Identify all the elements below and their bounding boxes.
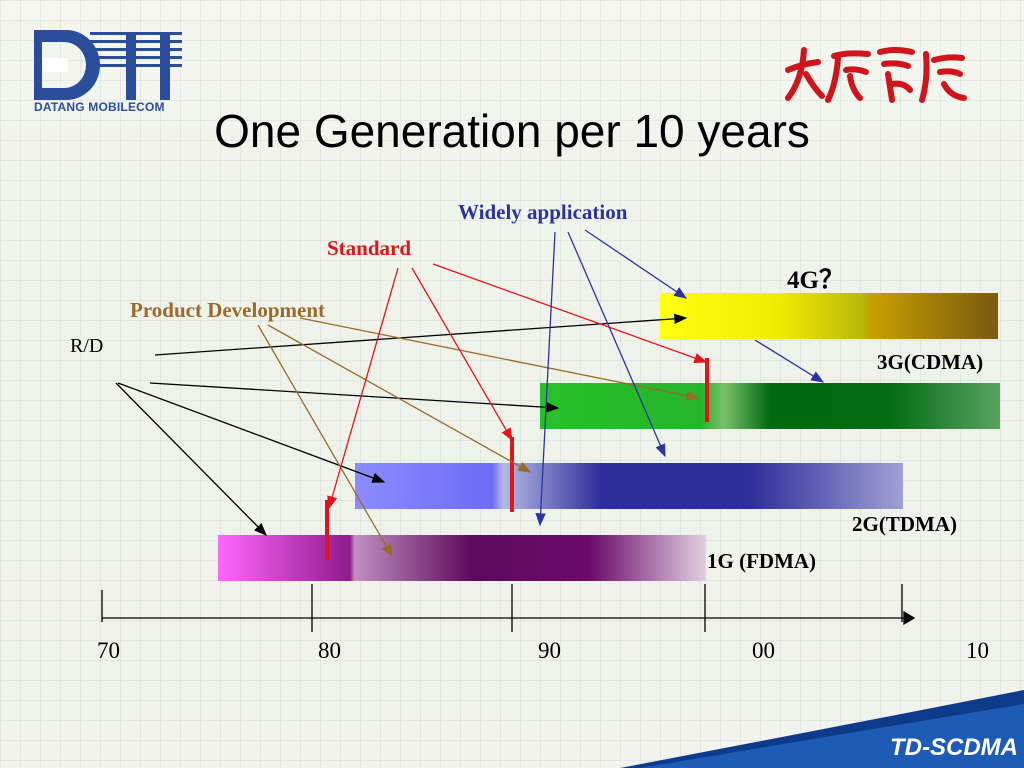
slide-title: One Generation per 10 years xyxy=(214,105,810,157)
g4-label: 4G？ xyxy=(787,267,844,294)
g1-label: 1G (FDMA) xyxy=(707,549,817,573)
footer-brand: TD-SCDMA xyxy=(890,734,1018,761)
g1-bar xyxy=(218,535,706,581)
rd-label: R/D xyxy=(70,335,104,357)
g4-bar xyxy=(660,293,998,339)
widely-arrows xyxy=(535,229,825,527)
tick-label: 00 xyxy=(752,638,775,663)
g2-bar xyxy=(355,463,903,509)
calligraphy-logo xyxy=(785,47,967,103)
tick-label: 70 xyxy=(97,638,120,663)
standard-label: Standard xyxy=(327,236,412,260)
tick-label: 10 xyxy=(966,638,989,663)
standard-arrows xyxy=(327,263,708,510)
widely-application-label: Widely application xyxy=(458,200,628,224)
g3-label: 3G(CDMA) xyxy=(877,350,984,374)
g2-label: 2G(TDMA) xyxy=(852,512,957,536)
tick-label: 80 xyxy=(318,638,341,663)
timeline-axis xyxy=(101,584,916,632)
footer-swoosh xyxy=(620,690,1024,768)
g3-bar xyxy=(540,383,1000,429)
product-arrows xyxy=(257,317,700,558)
datang-logo xyxy=(34,30,182,100)
product-development-label: Product Development xyxy=(130,298,325,322)
logo-text: DATANG MOBILECOM xyxy=(34,100,165,114)
tick-label: 90 xyxy=(538,638,561,663)
